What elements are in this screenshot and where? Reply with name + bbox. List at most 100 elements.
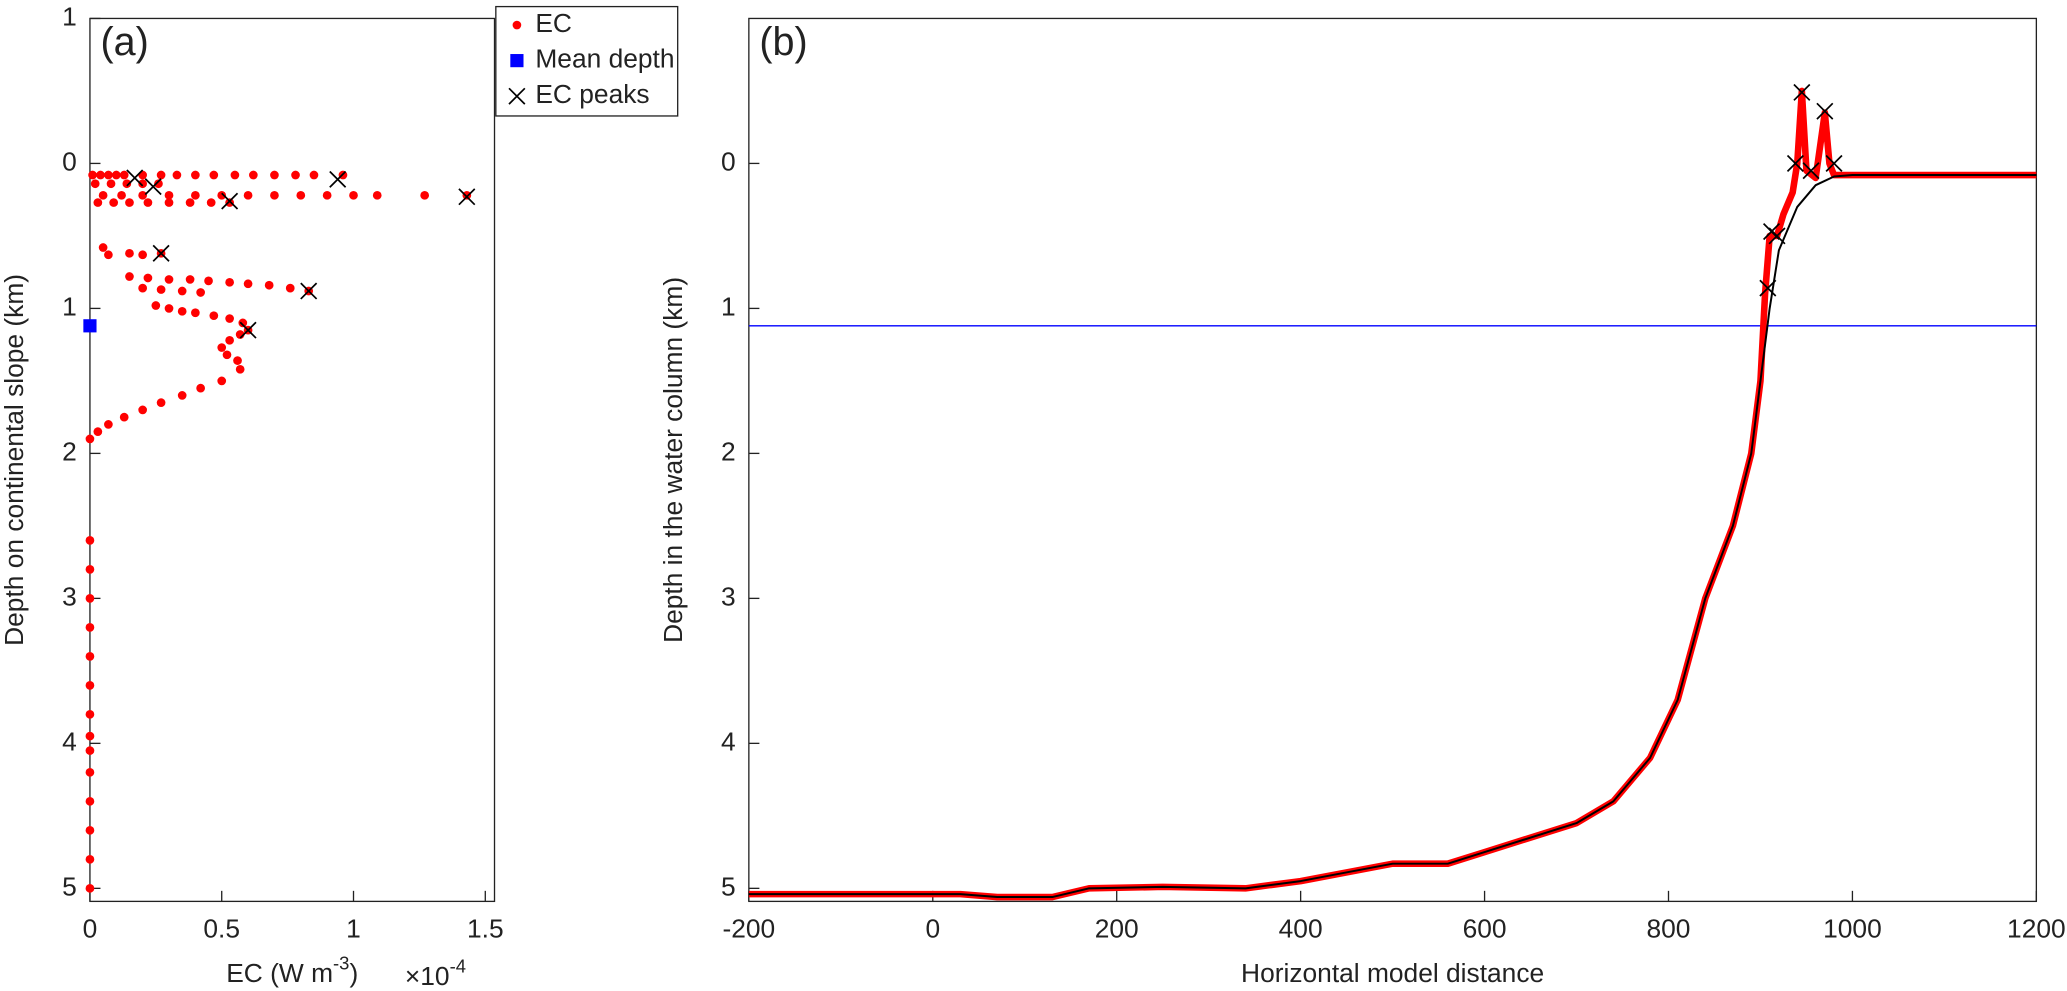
point <box>206 198 216 207</box>
y-tick-label: 4 <box>62 726 77 756</box>
point <box>156 285 166 294</box>
cross-stroke <box>144 178 162 196</box>
point <box>164 190 174 200</box>
x-tick-label: -200 <box>722 913 775 943</box>
peak-marker <box>1802 162 1820 180</box>
point <box>85 854 95 864</box>
point <box>270 170 279 180</box>
cross-stroke <box>508 87 526 105</box>
peak-marker <box>1759 279 1777 297</box>
point <box>125 272 134 281</box>
x-multiplier-exp: -4 <box>450 955 466 976</box>
point <box>233 356 242 365</box>
point <box>85 825 95 835</box>
peak-marker <box>1816 102 1834 120</box>
cross-stroke <box>458 188 476 206</box>
cross-stroke <box>1802 162 1820 180</box>
point <box>243 279 253 289</box>
x-axis-label: Horizontal model distance <box>1241 958 1544 988</box>
cross-stroke <box>1825 154 1843 172</box>
point <box>151 301 161 310</box>
peak-marker <box>1786 154 1804 172</box>
point <box>217 190 227 200</box>
point <box>196 383 205 393</box>
peak-marker <box>144 178 162 196</box>
point <box>512 20 522 30</box>
point <box>225 314 234 323</box>
peak-marker <box>1793 83 1811 101</box>
point <box>119 412 129 422</box>
point <box>191 170 200 180</box>
point <box>249 170 258 180</box>
peak-marker <box>508 87 526 105</box>
x-tick-label: 1.5 <box>467 913 504 943</box>
point <box>138 283 148 293</box>
point <box>172 170 182 180</box>
point <box>296 190 306 200</box>
point <box>309 170 319 180</box>
point <box>291 170 300 180</box>
point <box>85 797 95 806</box>
point <box>125 198 134 207</box>
point <box>164 198 174 207</box>
point <box>104 170 113 180</box>
point <box>85 594 95 603</box>
point <box>177 286 187 296</box>
point <box>191 308 200 318</box>
point <box>243 190 253 200</box>
point <box>138 250 148 260</box>
point <box>204 276 213 286</box>
y-tick-label: 1 <box>721 291 736 321</box>
plot-area <box>748 17 2038 903</box>
point <box>138 179 148 189</box>
point <box>85 623 95 632</box>
point <box>185 198 195 207</box>
point <box>510 54 524 68</box>
legend-box <box>495 5 679 117</box>
plot-area <box>89 17 496 903</box>
peak-marker <box>1825 154 1843 172</box>
series-line <box>748 174 2037 899</box>
peak-marker <box>300 282 318 300</box>
x-tick-label: 200 <box>1095 913 1139 943</box>
point <box>191 190 200 200</box>
point <box>119 170 129 180</box>
point <box>96 170 105 180</box>
legend-label: Mean depth <box>535 44 674 74</box>
peak-marker <box>239 321 257 339</box>
point <box>222 350 232 360</box>
cross-stroke <box>1816 102 1834 120</box>
point <box>90 179 100 189</box>
point <box>85 536 95 545</box>
cross-stroke <box>329 170 347 188</box>
peak-marker <box>221 192 239 210</box>
point <box>285 283 295 293</box>
x-axis-label-sup: -3 <box>333 953 349 974</box>
point <box>420 190 430 200</box>
cross-stroke <box>1768 227 1786 245</box>
point <box>85 731 95 741</box>
point <box>462 190 472 200</box>
point <box>104 250 113 260</box>
point <box>264 280 274 290</box>
x-multiplier-base: ×10 <box>405 961 450 991</box>
peak-marker <box>152 244 170 262</box>
point <box>209 311 219 321</box>
y-tick-label: 0 <box>721 146 736 176</box>
point <box>185 275 195 284</box>
x-axis-label-end: ) <box>349 958 358 988</box>
x-axis-label-text: EC (W m <box>226 958 333 988</box>
point <box>238 318 248 328</box>
point <box>122 179 132 189</box>
point <box>138 190 148 200</box>
point <box>85 565 95 574</box>
cross-stroke <box>239 321 257 339</box>
point <box>85 746 95 755</box>
point <box>164 304 174 313</box>
y-tick-label: 3 <box>62 581 77 611</box>
cross-stroke <box>221 192 239 210</box>
y-tick-label: 5 <box>62 871 77 901</box>
point <box>98 243 108 252</box>
x-tick-label: 800 <box>1647 913 1691 943</box>
